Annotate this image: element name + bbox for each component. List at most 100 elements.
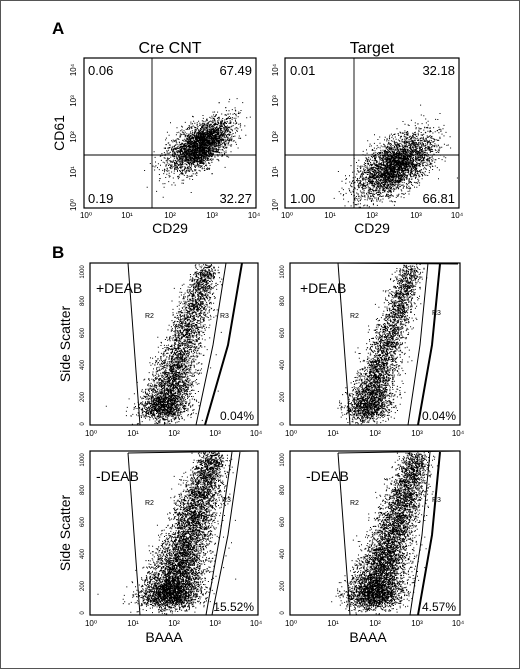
y-tick-label: 10⁰	[271, 199, 280, 211]
gate-r3	[195, 262, 227, 426]
scatter-dots	[97, 452, 237, 615]
gated-percentage: 0.04%	[422, 409, 456, 423]
x-axis-title: CD29	[152, 220, 188, 236]
y-tick-label: 1000	[280, 265, 286, 279]
y-tick-label: 1000	[80, 453, 86, 467]
x-axis-title: BAAA	[349, 629, 387, 645]
upper-left-percentage: 0.01	[290, 63, 315, 78]
y-tick-label: 0	[280, 611, 286, 615]
condition-label: -DEAB	[306, 468, 349, 484]
plot-title: Target	[350, 40, 395, 57]
scatter-points	[105, 264, 223, 425]
y-tick-label: 10¹	[271, 166, 280, 178]
x-tick-label: 10³	[209, 429, 221, 438]
x-tick-label: 10⁰	[80, 211, 92, 220]
y-tick-label: 0	[280, 422, 286, 426]
scatter-dots	[105, 264, 223, 425]
gate-r3-label: R3	[432, 310, 441, 317]
panel-b-letter: B	[52, 243, 64, 262]
gate-r2-label: R2	[350, 313, 359, 320]
y-tick-label: 400	[80, 359, 86, 370]
x-axis-title: BAAA	[145, 629, 183, 645]
panel-a-letter: A	[52, 19, 64, 38]
y-tick-label: 1000	[280, 453, 286, 467]
y-tick-label: 10⁴	[69, 63, 78, 76]
gate-r3	[205, 451, 233, 616]
gate-r2-label: R2	[145, 500, 154, 507]
scatter-points	[97, 452, 237, 615]
x-tick-label: 10⁰	[281, 211, 293, 220]
x-tick-label: 10⁴	[250, 429, 263, 438]
y-axis-title: Side Scatter	[57, 495, 73, 572]
gate-r2	[127, 262, 141, 426]
upper-right-percentage: 67.49	[219, 63, 252, 78]
x-tick-label: 10²	[168, 429, 180, 438]
gate-r3	[407, 262, 429, 426]
y-tick-label: 600	[280, 327, 286, 338]
panel-b-plot-top-left: +DEAB R2 R3 0.04% 1000 800 600 400 200 0…	[57, 262, 263, 438]
y-tick-label: 10⁴	[271, 63, 280, 76]
scatter-dots	[337, 264, 428, 425]
gate-r2-label: R2	[145, 313, 154, 320]
x-tick-label: 10¹	[127, 429, 139, 438]
x-tick-label: 10⁴	[452, 429, 465, 438]
lower-left-percentage: 1.00	[290, 191, 315, 206]
gate-r2-top	[337, 450, 459, 454]
panel-b-plot-bottom-right: -DEAB R2 R3 4.57% 1000 800 600 400 200 0…	[280, 450, 465, 645]
y-tick-label: 800	[80, 295, 86, 306]
x-tick-label: 10¹	[127, 619, 139, 628]
gated-percentage: 0.04%	[220, 409, 254, 423]
x-tick-label: 10²	[366, 211, 378, 220]
gate-r3-border	[417, 263, 441, 426]
x-tick-label: 10⁴	[452, 619, 465, 628]
gate-r2	[337, 262, 351, 426]
x-tick-label: 10²	[369, 429, 381, 438]
plot-frame	[284, 57, 460, 209]
y-tick-label: 10²	[271, 131, 280, 143]
y-tick-label: 200	[80, 391, 86, 402]
gate-r3-label: R3	[222, 497, 231, 504]
y-tick-label: 10³	[69, 95, 78, 107]
panel-a-plot-target: Target 0.01 32.18 1.00 66.81 10⁴ 10³ 10²…	[271, 40, 464, 236]
panel-b-plot-bottom-left: -DEAB R2 R3 15.52% 1000 800 600 400 200 …	[57, 450, 263, 645]
gate-r2-top	[337, 262, 459, 265]
y-tick-label: 0	[80, 611, 86, 615]
upper-left-percentage: 0.06	[88, 63, 113, 78]
x-tick-label: 10⁴	[451, 211, 464, 220]
scatter-points	[337, 264, 428, 425]
condition-label: +DEAB	[96, 280, 142, 296]
gate-r3	[409, 451, 431, 616]
gate-r2	[337, 452, 351, 616]
x-tick-label: 10³	[410, 211, 422, 220]
condition-label: -DEAB	[96, 468, 139, 484]
y-tick-label: 200	[280, 580, 286, 591]
y-axis-title: CD61	[51, 115, 67, 151]
scatter-dots	[331, 452, 438, 615]
lower-left-percentage: 0.19	[88, 191, 113, 206]
y-tick-label: 0	[80, 422, 86, 426]
y-tick-label: 800	[280, 484, 286, 495]
y-tick-label: 400	[280, 359, 286, 370]
y-tick-label: 600	[280, 516, 286, 527]
x-tick-label: 10⁰	[285, 429, 297, 438]
x-tick-label: 10⁰	[85, 429, 97, 438]
y-tick-label: 400	[280, 548, 286, 559]
x-tick-label: 10³	[209, 619, 221, 628]
gate-r2	[127, 452, 141, 616]
gate-r3-border	[417, 451, 441, 616]
x-tick-label: 10⁰	[285, 619, 297, 628]
y-tick-label: 200	[280, 391, 286, 402]
x-tick-label: 10⁰	[85, 619, 97, 628]
scatter-points	[333, 104, 458, 208]
x-tick-label: 10³	[206, 211, 218, 220]
gate-r3-label: R3	[432, 497, 441, 504]
gate-r3-border	[204, 262, 243, 426]
lower-right-percentage: 32.27	[219, 191, 252, 206]
x-tick-label: 10²	[369, 619, 381, 628]
y-tick-label: 10³	[271, 95, 280, 107]
scatter-points	[331, 452, 438, 615]
x-tick-label: 10¹	[121, 211, 133, 220]
gate-r3-label: R3	[220, 313, 229, 320]
y-tick-label: 1000	[80, 265, 86, 279]
